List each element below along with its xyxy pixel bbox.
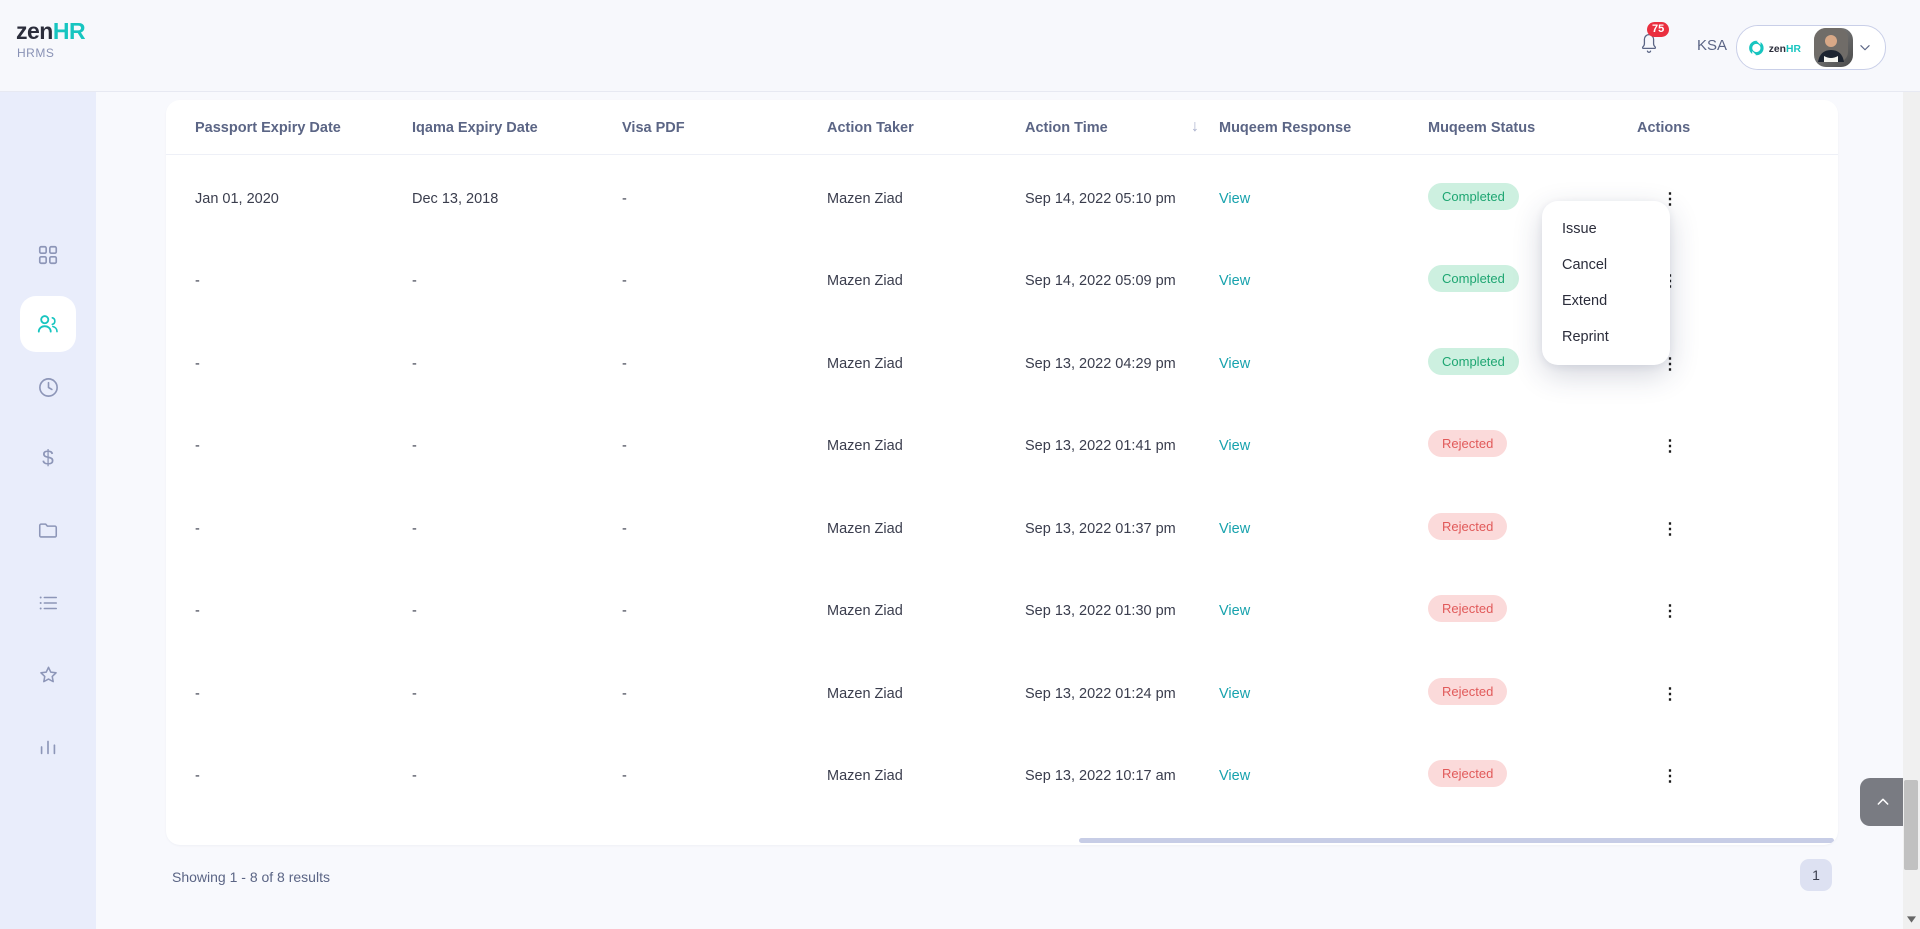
svg-text:zenHR: zenHR xyxy=(1768,44,1801,55)
